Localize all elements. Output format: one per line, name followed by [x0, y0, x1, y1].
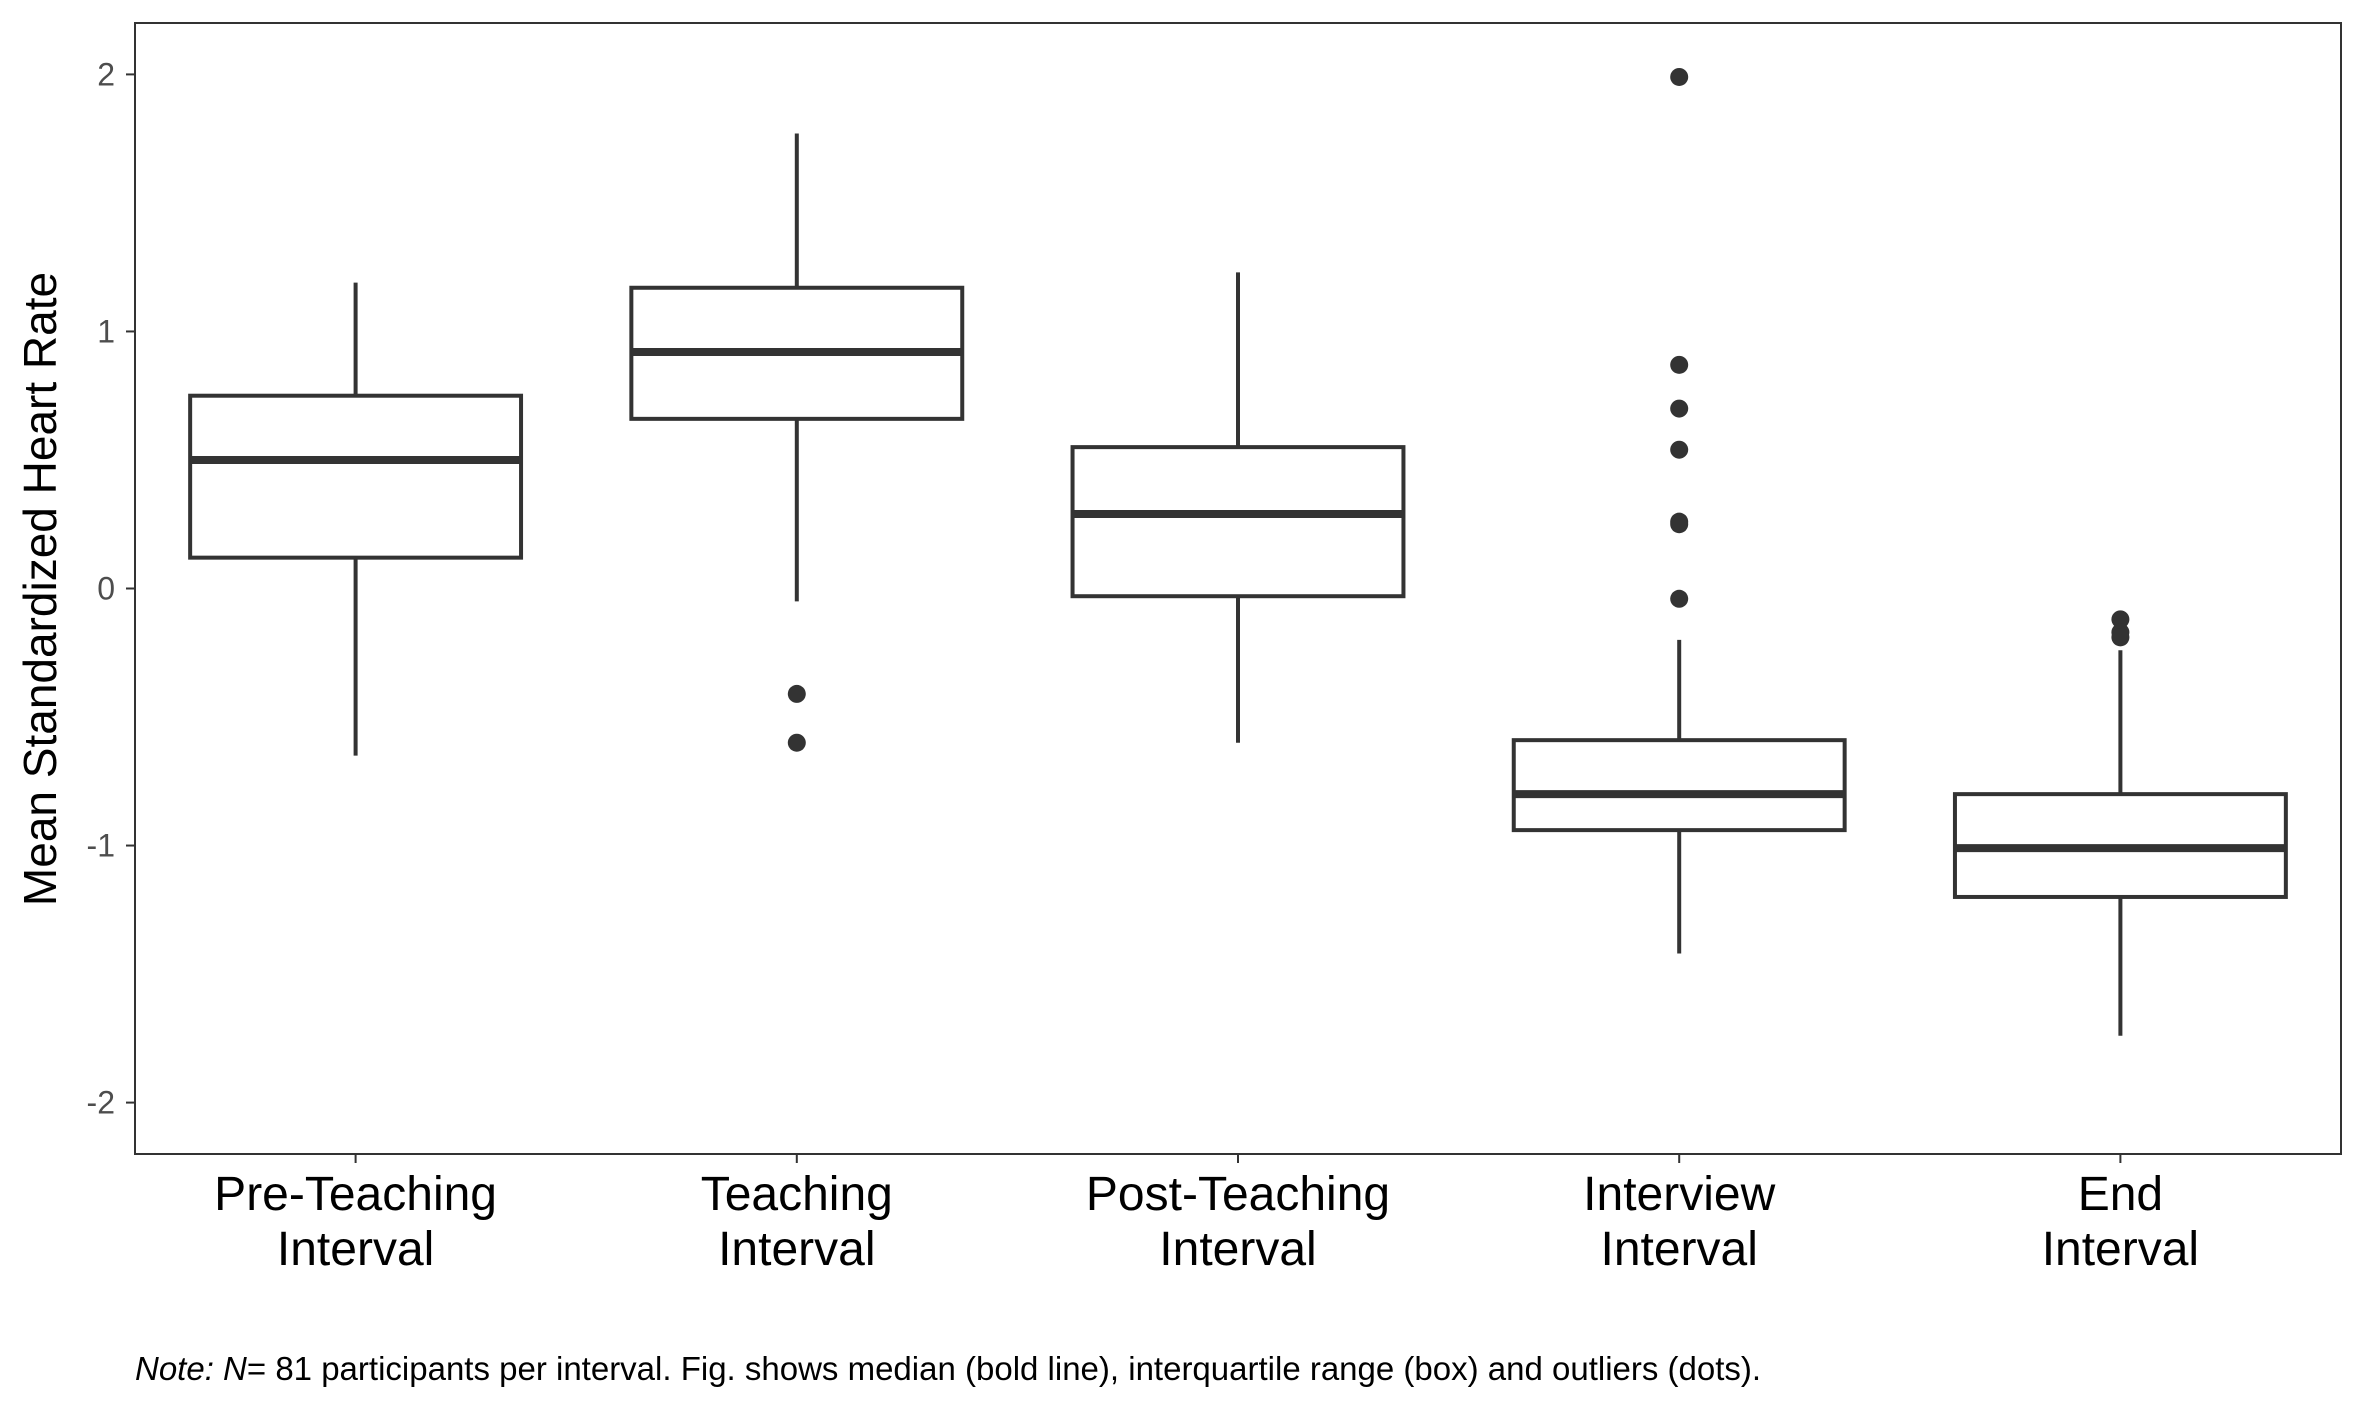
- outlier-point: [1670, 515, 1689, 534]
- x-tick-label: End Interval: [2042, 1168, 2199, 1276]
- y-tick-label: -1: [87, 828, 115, 864]
- y-tick-label: 1: [97, 313, 115, 349]
- iqr-box: [1070, 445, 1406, 599]
- iqr-box: [188, 393, 524, 560]
- y-tick-label: -2: [87, 1085, 115, 1121]
- x-tick-label: Post-Teaching Interval: [1086, 1168, 1390, 1276]
- note-prefix: Note:: [135, 1350, 214, 1387]
- y-axis: -2 -1 0 1 2: [87, 56, 135, 1121]
- y-tick-label: 0: [97, 571, 115, 607]
- outlier-point: [1670, 440, 1689, 459]
- boxes: [188, 67, 2288, 1036]
- note-n: N: [223, 1350, 247, 1387]
- outlier-point: [2111, 628, 2130, 647]
- outlier-point: [1670, 589, 1689, 608]
- outlier-point: [1670, 67, 1689, 86]
- figure-note: Note: N= 81 participants per interval. F…: [135, 1350, 1761, 1388]
- note-text: = 81 participants per interval. Fig. sho…: [246, 1350, 1762, 1387]
- box-group: [1511, 67, 1847, 954]
- outlier-point: [2111, 610, 2130, 629]
- box-group: [629, 133, 965, 752]
- x-tick-label: Interview Interval: [1583, 1168, 1775, 1276]
- y-axis-title: Mean Standardized Heart Rate: [14, 272, 66, 906]
- outlier-point: [787, 684, 806, 703]
- box-group: [1070, 272, 1406, 743]
- outlier-point: [787, 733, 806, 752]
- x-tick-label: Pre-Teaching Interval: [214, 1168, 497, 1276]
- y-tick-label: 2: [97, 56, 115, 92]
- iqr-box: [1511, 738, 1847, 833]
- box-group: [1952, 610, 2288, 1036]
- outlier-point: [1670, 399, 1689, 418]
- box-group: [188, 282, 524, 756]
- x-tick-label: Teaching Interval: [701, 1168, 893, 1276]
- x-axis: Pre-Teaching Interval Teaching Interval Post…: [214, 1154, 2199, 1276]
- outlier-point: [1670, 355, 1689, 374]
